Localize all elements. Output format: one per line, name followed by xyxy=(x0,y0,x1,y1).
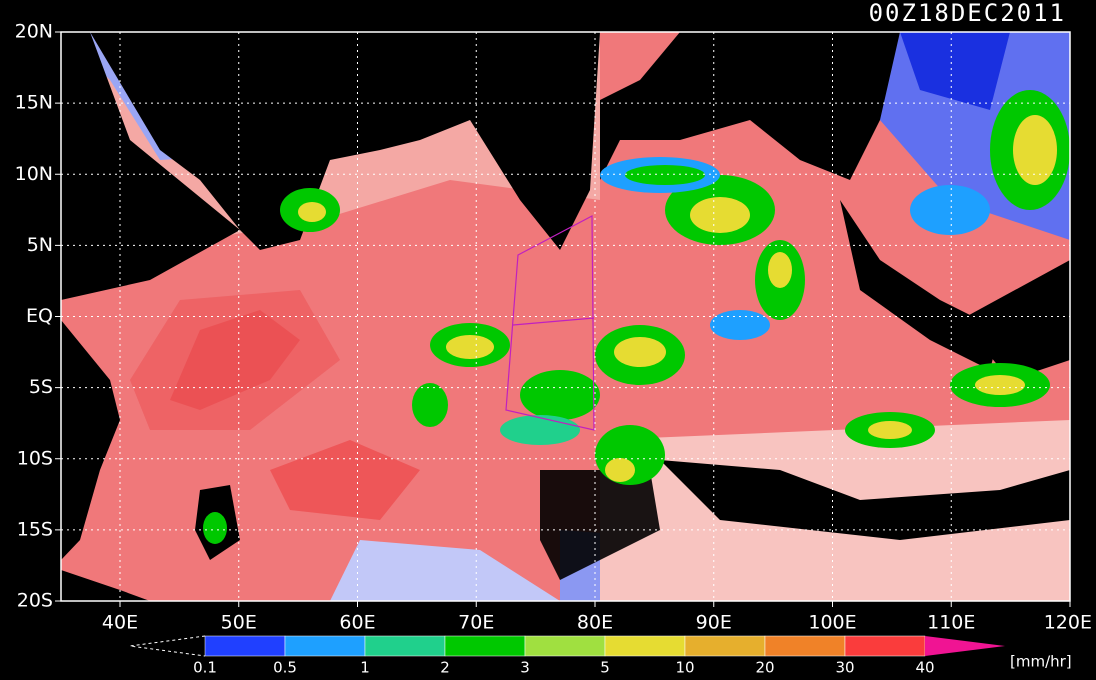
colorbar-low-arrow xyxy=(129,635,206,657)
lon-label: 110E xyxy=(927,612,975,634)
colorbar-swatch xyxy=(844,635,926,657)
lon-label: 80E xyxy=(577,612,613,634)
colorbar-label: 0.5 xyxy=(273,659,297,677)
colorbar: 0.1 0.5 1 2 3 5 10 20 30 40 xyxy=(129,635,1005,677)
grid xyxy=(61,32,1070,601)
map-field xyxy=(61,32,1070,601)
colorbar-label: 1 xyxy=(360,659,370,677)
colorbar-label: 30 xyxy=(835,659,854,677)
lat-label: 15S xyxy=(17,518,53,540)
colorbar-swatch xyxy=(284,635,366,657)
colorbar-label: 2 xyxy=(440,659,450,677)
lon-label: 70E xyxy=(458,612,494,634)
lon-label: 90E xyxy=(696,612,732,634)
colorbar-label: 20 xyxy=(755,659,774,677)
colorbar-high-arrow xyxy=(925,636,1005,656)
colorbar-swatch xyxy=(684,635,766,657)
lon-label: 120E xyxy=(1044,612,1092,634)
lat-label: EQ xyxy=(26,305,53,327)
colorbar-swatch xyxy=(524,635,606,657)
lat-label: 15N xyxy=(15,92,53,114)
lat-label: 5N xyxy=(27,234,53,256)
colorbar-label: 40 xyxy=(915,659,934,677)
colorbar-swatch xyxy=(204,635,286,657)
lat-label: 20N xyxy=(15,21,53,43)
colorbar-label: 0.1 xyxy=(193,659,217,677)
map-title: 00Z18DEC2011 xyxy=(869,0,1066,27)
lat-label: 20S xyxy=(17,590,53,612)
colorbar-swatch xyxy=(364,635,446,657)
lon-label: 40E xyxy=(102,612,138,634)
lon-label: 50E xyxy=(221,612,257,634)
lat-label: 5S xyxy=(29,376,53,398)
colorbar-label: 10 xyxy=(675,659,694,677)
colorbar-label: 5 xyxy=(600,659,610,677)
lat-label: 10S xyxy=(17,447,53,469)
colorbar-swatch xyxy=(764,635,846,657)
rain-cells xyxy=(203,90,1070,544)
colorbar-unit: [mm/hr] xyxy=(1010,653,1072,671)
lon-label: 60E xyxy=(339,612,375,634)
lat-label: 10N xyxy=(15,163,53,185)
lon-label: 100E xyxy=(808,612,856,634)
colorbar-label: 3 xyxy=(520,659,530,677)
colorbar-swatch xyxy=(604,635,686,657)
colorbar-swatch xyxy=(444,635,526,657)
